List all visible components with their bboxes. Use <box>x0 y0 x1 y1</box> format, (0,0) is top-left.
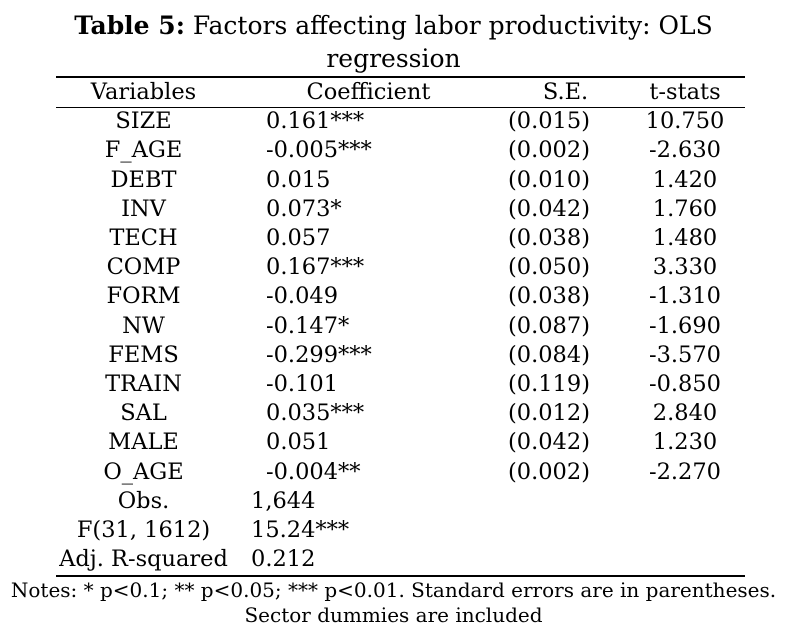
t-stat-value: -2.270 <box>648 458 721 485</box>
table-row: FORM -0.049 (0.038) -1.310 <box>56 282 745 311</box>
t-stat-value: -0.850 <box>648 370 721 397</box>
table-row: COMP 0.167*** (0.050) 3.330 <box>56 253 745 282</box>
se-value: (0.042) <box>508 195 590 222</box>
variable-name: INV <box>121 195 166 222</box>
table-row: SIZE 0.161*** (0.015) 10.750 <box>56 107 745 136</box>
table-row: O_AGE -0.004** (0.002) -2.270 <box>56 457 745 486</box>
regression-table: Variables Coefficient S.E. t-stats SIZE … <box>56 78 745 574</box>
se-value: (0.038) <box>508 283 590 310</box>
coefficient-value: -0.049 <box>266 283 339 310</box>
t-stat-value: 10.750 <box>645 108 725 135</box>
t-stat-value: 2.840 <box>652 400 718 427</box>
table-row: TECH 0.057 (0.038) 1.480 <box>56 224 745 253</box>
se-value: (0.015) <box>508 108 590 135</box>
se-value: (0.012) <box>508 400 590 427</box>
variable-name: FEMS <box>108 341 179 368</box>
variable-name: COMP <box>106 254 181 281</box>
t-stat-value: -1.310 <box>648 283 721 310</box>
se-value: (0.010) <box>508 166 590 193</box>
variable-name: FORM <box>106 283 181 310</box>
variable-name: O_AGE <box>103 458 184 485</box>
se-value: (0.042) <box>508 429 590 456</box>
stat-label: Obs. <box>117 487 170 514</box>
stat-label: Adj. R-squared <box>59 546 228 573</box>
table-row: F_AGE -0.005*** (0.002) -2.630 <box>56 136 745 165</box>
coefficient-value: -0.147* <box>266 312 350 339</box>
table-row: TRAIN -0.101 (0.119) -0.850 <box>56 370 745 399</box>
coefficient-value: -0.299*** <box>266 341 372 368</box>
stat-label: F(31, 1612) <box>76 516 211 543</box>
column-header-variables: Variables <box>90 79 197 106</box>
column-header-t-stats: t-stats <box>649 79 721 106</box>
table-title-continued: regression <box>326 44 461 73</box>
coefficient-value: 0.167*** <box>266 254 365 281</box>
coefficient-value: 0.035*** <box>266 400 365 427</box>
coefficient-value: -0.005*** <box>266 137 372 164</box>
table-row: NW -0.147* (0.087) -1.690 <box>56 312 745 341</box>
t-stat-value: -1.690 <box>648 312 721 339</box>
table-title-text: Factors affecting labor productivity: OL… <box>192 11 713 40</box>
se-value: (0.002) <box>508 458 590 485</box>
t-stat-value: 1.480 <box>652 225 718 252</box>
se-value: (0.084) <box>508 341 590 368</box>
stat-value: 15.24*** <box>251 516 350 543</box>
table-row: FEMS -0.299*** (0.084) -3.570 <box>56 341 745 370</box>
header-row: Variables Coefficient S.E. t-stats <box>56 78 745 107</box>
column-header-coefficient: Coefficient <box>306 79 431 106</box>
t-stat-value: -3.570 <box>648 341 721 368</box>
table-row: MALE 0.051 (0.042) 1.230 <box>56 428 745 457</box>
se-value: (0.050) <box>508 254 590 281</box>
table-row: DEBT 0.015 (0.010) 1.420 <box>56 166 745 195</box>
coefficient-value: 0.161*** <box>266 108 365 135</box>
se-value: (0.119) <box>508 370 590 397</box>
coefficient-value: 0.057 <box>266 225 331 252</box>
header-rule <box>56 107 745 108</box>
stat-row-adj-r-squared: Adj. R-squared 0.212 <box>56 545 745 574</box>
variable-name: TECH <box>109 225 178 252</box>
variable-name: MALE <box>108 429 179 456</box>
table-notes-continued: Sector dummies are included <box>244 603 543 627</box>
t-stat-value: 1.760 <box>652 195 718 222</box>
stat-value: 1,644 <box>251 487 316 514</box>
variable-name: TRAIN <box>105 370 182 397</box>
table-row: INV 0.073* (0.042) 1.760 <box>56 195 745 224</box>
t-stat-value: 1.420 <box>652 166 718 193</box>
coefficient-value: 0.015 <box>266 166 331 193</box>
coefficient-value: -0.101 <box>266 370 339 397</box>
variable-name: SIZE <box>115 108 172 135</box>
top-rule <box>56 76 745 78</box>
stat-row-f: F(31, 1612) 15.24*** <box>56 516 745 545</box>
table-row: SAL 0.035*** (0.012) 2.840 <box>56 399 745 428</box>
variable-name: DEBT <box>110 166 177 193</box>
column-header-se: S.E. <box>542 79 589 106</box>
se-value: (0.038) <box>508 225 590 252</box>
se-value: (0.087) <box>508 312 590 339</box>
variable-name: SAL <box>120 400 167 427</box>
coefficient-value: -0.004** <box>266 458 361 485</box>
t-stat-value: -2.630 <box>648 137 721 164</box>
t-stat-value: 1.230 <box>652 429 718 456</box>
coefficient-value: 0.073* <box>266 195 342 222</box>
se-value: (0.002) <box>508 137 590 164</box>
stat-value: 0.212 <box>251 546 316 573</box>
table-notes: Notes: * p<0.1; ** p<0.05; *** p<0.01. S… <box>10 578 777 602</box>
variable-name: F_AGE <box>104 137 183 164</box>
stat-row-obs: Obs. 1,644 <box>56 487 745 516</box>
table-number: Table 5: <box>74 11 185 40</box>
bottom-rule <box>56 575 745 577</box>
coefficient-value: 0.051 <box>266 429 331 456</box>
variable-name: NW <box>122 312 165 339</box>
t-stat-value: 3.330 <box>652 254 718 281</box>
table-title: Table 5: Factors affecting labor product… <box>0 11 787 41</box>
